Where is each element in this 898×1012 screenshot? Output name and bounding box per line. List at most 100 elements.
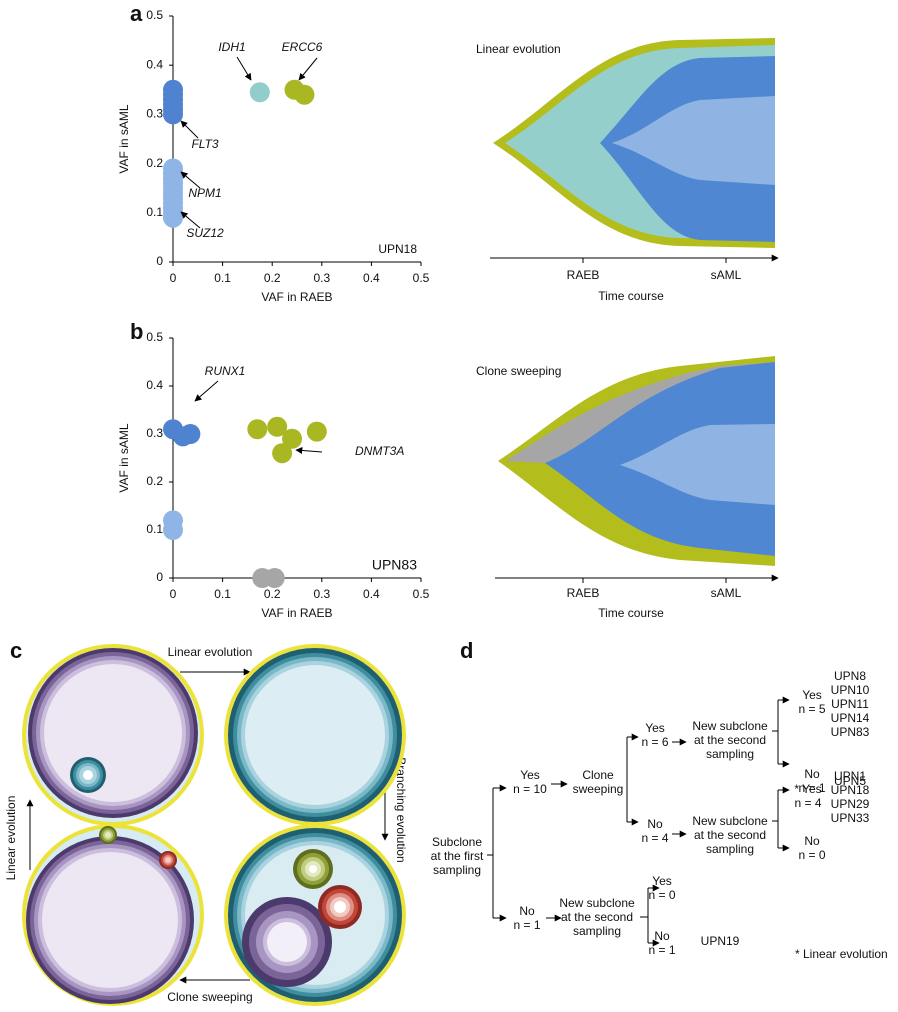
annotation-arrow: [180, 171, 201, 189]
x-tick-label: 0.3: [313, 587, 330, 601]
tree-node: UPN8: [834, 669, 866, 683]
point: [282, 428, 303, 449]
x-tick-label: 0: [170, 587, 177, 601]
x-tick-label: 0.2: [264, 271, 281, 285]
x-tick-label: 0.1: [214, 587, 231, 601]
tree-node: at the first: [431, 849, 484, 863]
x-tick-label: 0.5: [413, 271, 430, 285]
y-tick-label: 0: [156, 254, 163, 268]
annotation-arrow: [295, 446, 323, 454]
tree-node: sampling: [706, 842, 754, 856]
annotation: ERCC6: [282, 40, 323, 54]
tree-node: Yes: [652, 874, 672, 888]
clone-arrow-label: Branching evolution: [394, 757, 408, 862]
stream-title: Clone sweeping: [476, 364, 561, 378]
panel-label: c: [10, 638, 22, 663]
stream-plot-b: [495, 356, 779, 583]
y-tick-label: 0.2: [146, 156, 163, 170]
clone-arrow-label: Linear evolution: [4, 796, 18, 881]
point: [247, 419, 268, 440]
point: [163, 520, 183, 540]
tree-node: UPN14: [831, 711, 870, 725]
tree-node: UPN11: [831, 697, 869, 711]
y-tick-label: 0.4: [146, 57, 163, 71]
stream-plot-a: [490, 38, 779, 263]
annotation: SUZ12: [186, 226, 224, 240]
tree-node: at the second: [694, 828, 766, 842]
stream-title: Linear evolution: [476, 42, 561, 56]
stream-category: RAEB: [567, 586, 600, 600]
point: [306, 421, 327, 442]
tree-node: Subclone: [432, 835, 482, 849]
stream-x-label: Time course: [598, 606, 664, 620]
clone-arrow-label: Linear evolution: [168, 645, 253, 659]
sample-label: UPN18: [378, 242, 417, 256]
tree-node: sampling: [573, 924, 621, 938]
x-tick-label: 0.4: [363, 271, 380, 285]
x-tick-label: 0.3: [313, 271, 330, 285]
tree-node: UPN19: [701, 934, 740, 948]
tree-node: Yes: [802, 688, 822, 702]
y-axis-label: VAF in sAML: [117, 423, 131, 492]
tree-node: UPN18: [831, 783, 870, 797]
annotation: RUNX1: [205, 364, 246, 378]
sample-label: UPN83: [372, 557, 417, 573]
clone: [267, 922, 307, 962]
annotation-arrow: [180, 211, 201, 229]
tree-node: No: [804, 834, 820, 848]
y-axis-label: VAF in sAML: [117, 104, 131, 173]
point: [180, 424, 201, 444]
clone: [42, 852, 178, 988]
tree-node: at the second: [694, 733, 766, 747]
tree-lines: [487, 696, 790, 947]
tree-node: No: [647, 817, 663, 831]
annotation: DNMT3A: [355, 444, 404, 458]
stream-category: sAML: [711, 268, 742, 282]
tree-node: n = 5: [798, 702, 825, 716]
tree-node: at the second: [561, 910, 633, 924]
tree-node: UPN5: [834, 774, 866, 788]
tree-node: No: [654, 929, 670, 943]
stream-x-label: Time course: [598, 289, 664, 303]
clone: [83, 770, 93, 780]
point: [163, 207, 183, 228]
clone: [105, 832, 111, 838]
tree-node: UPN83: [831, 725, 870, 739]
y-tick-label: 0.5: [146, 8, 163, 22]
y-tick-label: 0.3: [146, 107, 163, 121]
x-axis-label: VAF in RAEB: [261, 606, 332, 620]
point: [267, 416, 288, 437]
tree-node: New subclone: [559, 896, 635, 910]
point: [272, 443, 293, 464]
panel-label: d: [460, 638, 473, 663]
stream-category: RAEB: [567, 268, 600, 282]
tree-node: sampling: [433, 863, 481, 877]
point: [163, 104, 183, 125]
annotation-arrow: [194, 380, 219, 402]
point: [264, 568, 285, 588]
x-tick-label: 0.2: [264, 587, 281, 601]
tree-node: sweeping: [573, 782, 624, 796]
y-tick-label: 0: [156, 570, 163, 584]
tree-node: Yes: [520, 768, 540, 782]
clone-arrow-label: Clone sweeping: [167, 990, 252, 1004]
annotation: FLT3: [191, 137, 218, 151]
y-tick-label: 0.2: [146, 474, 163, 488]
clone-arrows: [26, 668, 389, 984]
y-tick-label: 0.5: [146, 330, 163, 344]
tree-node: UPN10: [831, 683, 870, 697]
annotation-arrow: [298, 57, 318, 81]
x-axis-label: VAF in RAEB: [261, 290, 332, 304]
y-tick-label: 0.3: [146, 426, 163, 440]
tree-node: n = 0: [798, 848, 825, 862]
tree-node: n = 10: [513, 782, 547, 796]
clone: [334, 901, 346, 913]
y-tick-label: 0.1: [146, 205, 163, 219]
y-tick-label: 0.4: [146, 378, 163, 392]
clone-diagram: [22, 644, 406, 1006]
tree-node: UPN1: [834, 769, 866, 783]
tree-node: Clone: [582, 768, 614, 782]
clone: [44, 664, 182, 802]
tree-node: New subclone: [692, 814, 768, 828]
